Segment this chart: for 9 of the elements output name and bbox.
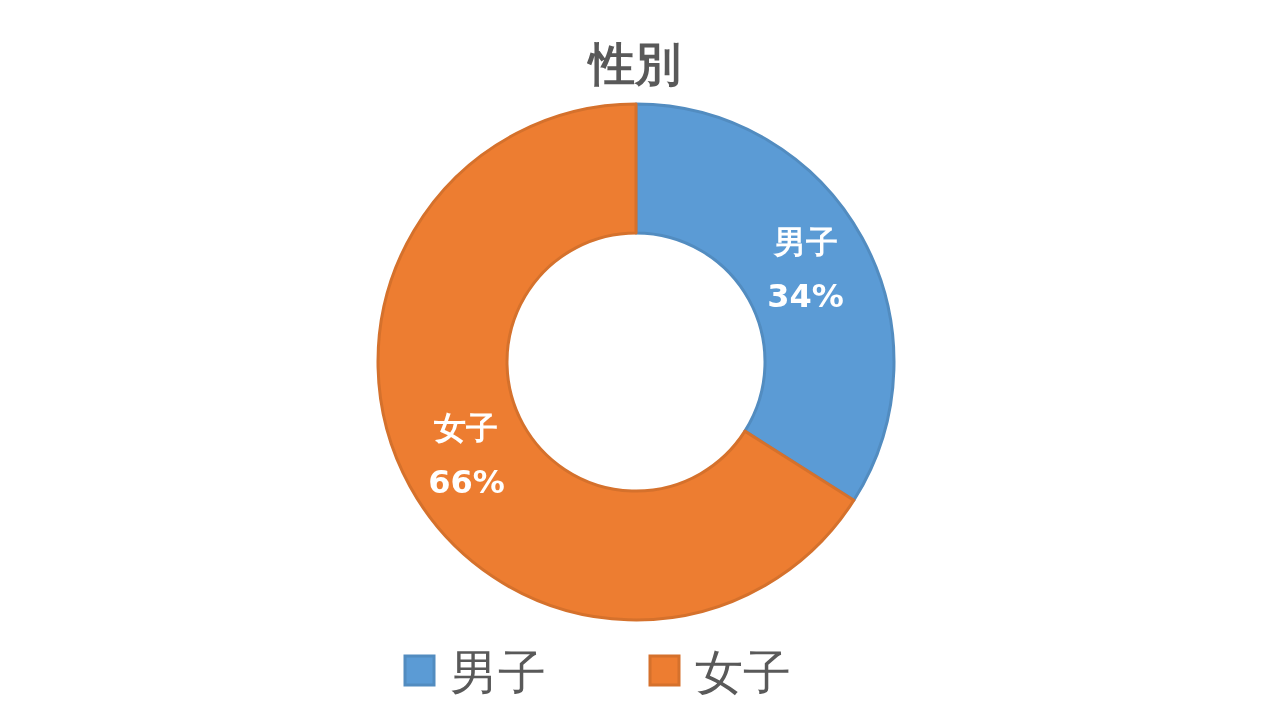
donut-slice — [634, 102, 895, 502]
data-label: 66% — [428, 463, 505, 502]
legend-label: 女子 — [695, 644, 791, 700]
slice-label: 女子 — [433, 409, 499, 448]
chart-title: 性別 — [586, 37, 681, 91]
legend-label: 男子 — [450, 644, 546, 700]
slice-label: 男子 — [772, 222, 838, 261]
donut-slice — [376, 102, 856, 622]
data-label: 34% — [767, 276, 844, 315]
